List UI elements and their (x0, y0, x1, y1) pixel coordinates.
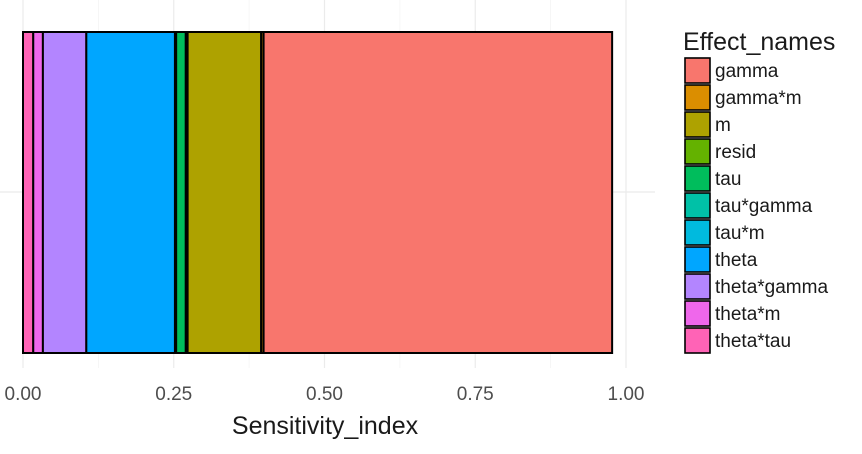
x-tick-label: 0.75 (457, 384, 494, 405)
bar-segment-theta-x-m (32, 31, 44, 354)
legend-label: tau*m (715, 223, 765, 244)
legend-key-theta-x-tau (684, 327, 711, 354)
legend-label: theta*tau (715, 331, 791, 352)
x-tick-label: 1.00 (608, 384, 645, 405)
x-axis-ticks: 0.00 0.25 0.50 0.75 1.00 (5, 384, 645, 405)
legend-key-gamma (684, 57, 711, 84)
legend-title: Effect_names (683, 28, 835, 56)
bar-segment-tau (175, 31, 187, 354)
x-tick-label: 0.25 (155, 384, 192, 405)
stacked-bar (22, 31, 614, 354)
x-axis-title: Sensitivity_index (232, 412, 419, 440)
legend-key-resid (684, 138, 711, 165)
legend-label: gamma*m (715, 88, 802, 109)
x-tick-label: 0.00 (5, 384, 42, 405)
legend-key-tau-x-m (684, 219, 711, 246)
legend-label: tau (715, 169, 741, 190)
legend: Effect_names gamma gamma*m m resid tau tau*ga… (683, 28, 835, 354)
legend-key-gamma-x-m (684, 84, 711, 111)
legend-label: tau*gamma (715, 196, 813, 217)
bar-segment-theta-x-tau (22, 31, 35, 354)
bar-segment-theta-x-gamma (41, 31, 88, 354)
legend-key-theta-x-m (684, 300, 711, 327)
legend-label: m (715, 115, 731, 136)
x-tick-label: 0.50 (306, 384, 343, 405)
legend-label: theta*gamma (715, 277, 828, 298)
legend-key-m (684, 111, 711, 138)
legend-label: resid (715, 142, 756, 163)
legend-label: theta*m (715, 304, 780, 325)
legend-key-tau-x-gamma (684, 192, 711, 219)
bar-segment-m (186, 31, 263, 354)
legend-label: gamma (715, 61, 779, 82)
legend-items: gamma gamma*m m resid tau tau*gamma tau*m theta… (684, 57, 828, 354)
legend-key-theta-x-gamma (684, 273, 711, 300)
legend-label: theta (715, 250, 758, 271)
legend-key-theta (684, 246, 711, 273)
bar-segment-theta (85, 31, 176, 354)
bar-segment-gamma (262, 31, 614, 354)
legend-key-tau (684, 165, 711, 192)
